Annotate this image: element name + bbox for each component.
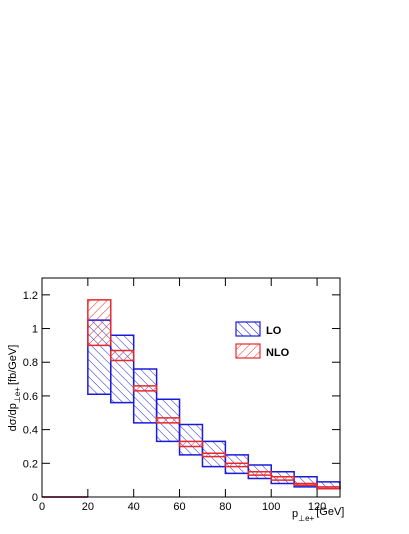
x-tick-label: 60 <box>173 501 185 513</box>
x-tick-label: 80 <box>219 501 231 513</box>
y-tick-label: 0.6 <box>23 391 38 403</box>
y-tick-label: 0.8 <box>23 357 38 369</box>
y-tick-label: 1 <box>32 324 38 336</box>
x-tick-label: 0 <box>39 501 45 513</box>
x-tick-label: 120 <box>308 501 326 513</box>
x-tick-label: 20 <box>82 501 94 513</box>
band-bin <box>110 334 135 404</box>
y-tick-label: 0.4 <box>23 425 38 437</box>
band-bin <box>178 423 204 456</box>
band-bin <box>293 482 318 486</box>
x-label-sub: ⊥e+ <box>298 514 314 523</box>
plot-frame <box>41 277 341 498</box>
x-axis-label: p⊥e+[GeV] <box>292 506 344 523</box>
x-label-main: p <box>292 508 298 520</box>
y-label-sub: ⊥e+ <box>13 387 22 403</box>
legend-label: NLO <box>266 347 290 359</box>
x-tick-label: 100 <box>262 501 280 513</box>
band-bin <box>178 440 204 448</box>
band-bin <box>132 385 158 392</box>
y-tick-label: 0 <box>32 492 38 504</box>
band-bin <box>316 486 341 490</box>
x-tick-label: 40 <box>128 501 140 513</box>
y-tick-label: 0.2 <box>23 458 38 470</box>
band-bin <box>155 417 181 424</box>
y-axis-label: dσ/dp⊥e+ [fb/GeV] <box>7 345 22 432</box>
y-label-unit: [fb/GeV] <box>7 345 19 385</box>
band-bin <box>270 476 295 481</box>
band-bin <box>247 470 272 476</box>
x-label-unit: [GeV] <box>316 506 344 518</box>
legend-swatch <box>235 321 261 337</box>
band-bin <box>132 368 158 424</box>
band-bin <box>87 299 112 347</box>
legend-swatch <box>235 343 261 359</box>
band-bin <box>201 452 227 458</box>
band-bin <box>110 349 135 362</box>
y-tick-label: 1.2 <box>23 290 38 302</box>
legend-label: LO <box>266 325 282 337</box>
y-label-main: dσ/dp <box>7 403 19 431</box>
band-bin <box>224 462 250 468</box>
